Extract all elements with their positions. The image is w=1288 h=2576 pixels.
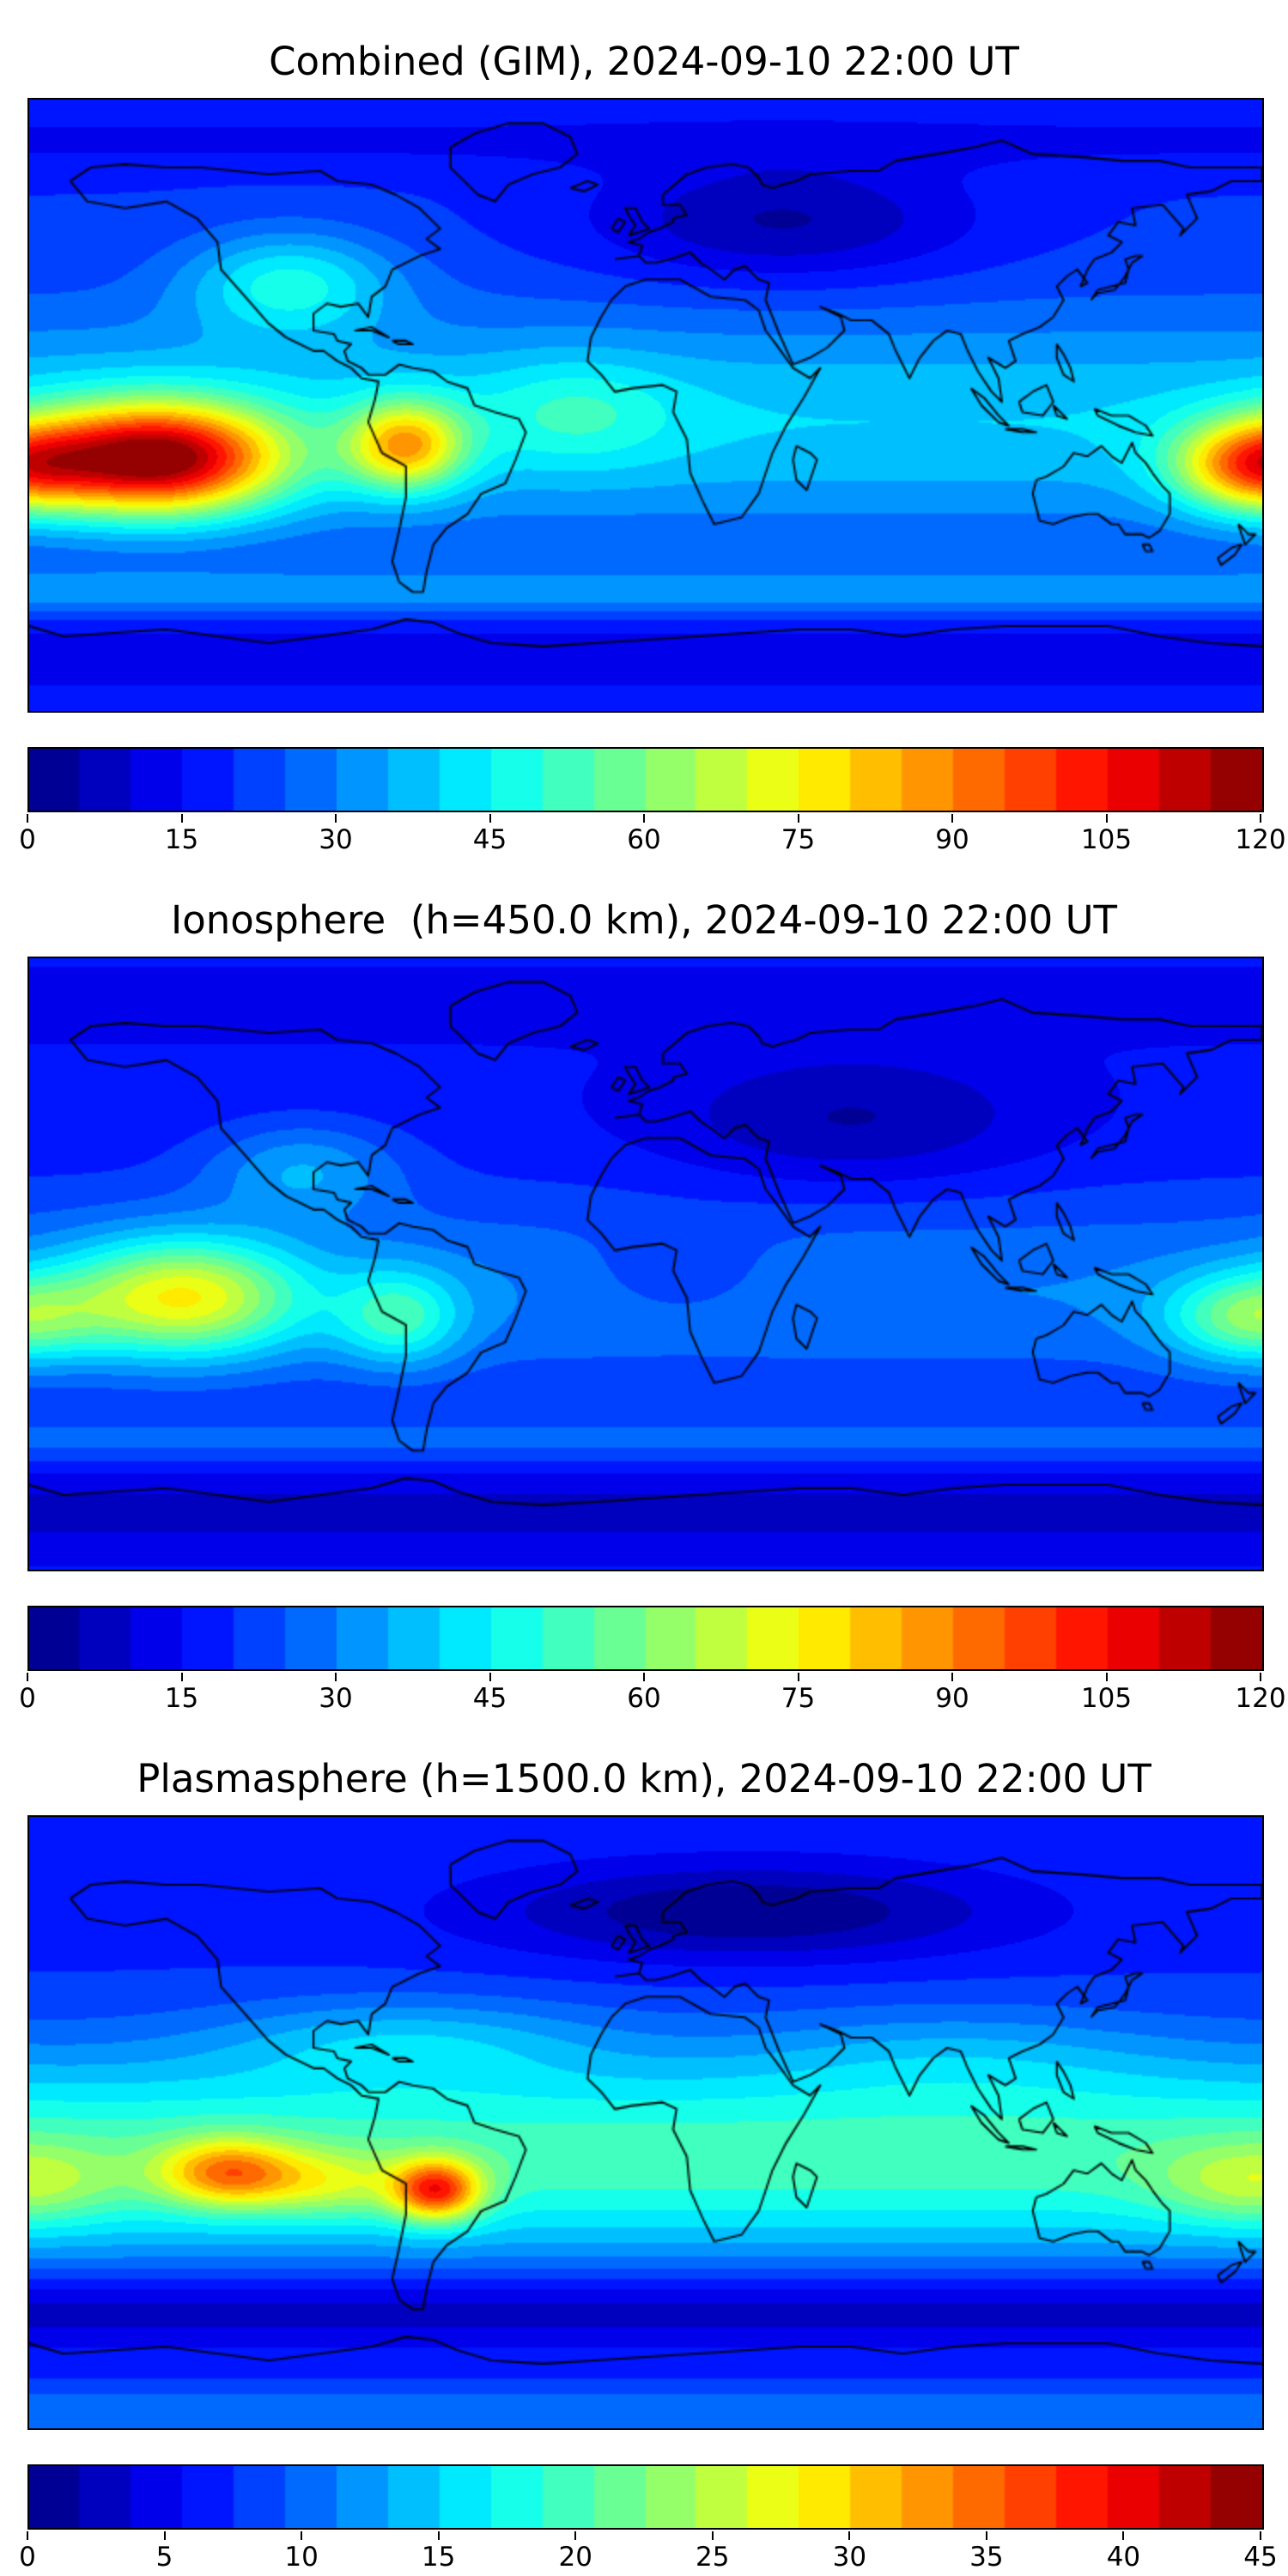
colorbar-tick-label: 30 [319,824,353,855]
panel-title: Plasmasphere (h=1500.0 km), 2024-09-10 2… [137,1756,1151,1801]
colorbar-tick-label: 5 [155,2542,173,2573]
colorbar-tick-mark [643,814,645,823]
colorbar-tick-label: 90 [935,1683,969,1714]
colorbar-tick-labels: 0 15 30 45 60 75 90 105 120 [19,1671,1286,1714]
colorbar-canvas [27,2464,1264,2530]
colorbar-tick-labels: 0 15 30 45 60 75 90 105 120 [19,812,1286,855]
colorbar-tick-label: 105 [1080,824,1133,855]
colorbar-tick-mark [1260,814,1261,823]
colorbar-tick-label: 30 [319,1683,353,1714]
colorbar-tick-mark [335,1673,337,1681]
colorbar-tick-label: 60 [627,1683,661,1714]
colorbar-tick-mark [848,2531,851,2540]
colorbar-tick-label: 45 [472,1683,507,1714]
colorbar-tick-label: 0 [19,2542,36,2573]
colorbar-tick-label: 0 [19,1683,36,1714]
colorbar-tick-label: 40 [1106,2542,1141,2573]
colorbar-tick-mark [797,814,799,823]
colorbar-tick-mark [163,2531,166,2540]
colorbar-tick-mark [489,1673,491,1681]
colorbar-tick-label: 15 [421,2542,456,2573]
colorbar-tick-label: 120 [1235,1683,1286,1714]
colorbar-tick-mark [437,2531,440,2540]
map-frame [27,98,1264,713]
colorbar-frame [27,2464,1264,2530]
colorbar-tick-label: 75 [781,1683,816,1714]
colorbar-tick-mark [1260,2531,1261,2540]
colorbar-tick-label: 0 [19,824,36,855]
world-map-canvas [27,957,1264,1571]
colorbar-tick-mark [27,814,28,823]
panel-title: Ionosphere (h=450.0 km), 2024-09-10 22:0… [170,897,1118,943]
colorbar-tick-mark [643,1673,645,1681]
colorbar-tick-label: 75 [781,824,816,855]
colorbar-tick-label: 10 [284,2542,319,2573]
world-map-canvas [27,98,1264,713]
panel-ionosphere: Ionosphere (h=450.0 km), 2024-09-10 22:0… [0,859,1288,1717]
colorbar-tick-mark [951,1673,953,1681]
colorbar-canvas [27,747,1264,812]
map-frame [27,1815,1264,2430]
colorbar-tick-label: 30 [832,2542,867,2573]
colorbar-tick-label: 60 [627,824,661,855]
colorbar-tick-mark [574,2531,577,2540]
colorbar-tick-mark [489,814,491,823]
colorbar-tick-mark [1105,814,1108,823]
colorbar-tick-mark [27,2531,28,2540]
colorbar-tick-label: 105 [1080,1683,1133,1714]
colorbar-canvas [27,1606,1264,1671]
colorbar-frame [27,1606,1264,1671]
colorbar-tick-label: 20 [558,2542,592,2573]
colorbar-tick-label: 15 [164,824,199,855]
colorbar-frame [27,747,1264,812]
colorbar-tick-mark [301,2531,303,2540]
colorbar-tick-mark [1122,2531,1125,2540]
colorbar-tick-mark [180,814,183,823]
colorbar-tick-label: 45 [472,824,507,855]
colorbar-tick-label: 35 [969,2542,1004,2573]
colorbar-tick-mark [1260,1673,1261,1681]
colorbar-tick-mark [335,814,337,823]
panel-plasmasphere: Plasmasphere (h=1500.0 km), 2024-09-10 2… [0,1717,1288,2576]
map-frame [27,957,1264,1571]
colorbar-tick-mark [180,1673,183,1681]
colorbar-tick-label: 120 [1235,824,1286,855]
colorbar-tick-label: 25 [696,2542,730,2573]
colorbar-tick-label: 90 [935,824,969,855]
colorbar-tick-label: 15 [164,1683,199,1714]
colorbar-tick-mark [1105,1673,1108,1681]
panel-combined-gim: Combined (GIM), 2024-09-10 22:00 UT 0 15 3… [0,0,1288,859]
colorbar-tick-mark [27,1673,28,1681]
world-map-canvas [27,1815,1264,2430]
colorbar-tick-mark [797,1673,799,1681]
colorbar-tick-labels: 0 5 10 15 20 25 30 35 40 45 [19,2530,1278,2573]
colorbar-tick-label: 45 [1243,2542,1278,2573]
colorbar-tick-mark [711,2531,714,2540]
panel-title: Combined (GIM), 2024-09-10 22:00 UT [269,39,1019,84]
colorbar-tick-mark [951,814,953,823]
colorbar-tick-mark [985,2531,987,2540]
